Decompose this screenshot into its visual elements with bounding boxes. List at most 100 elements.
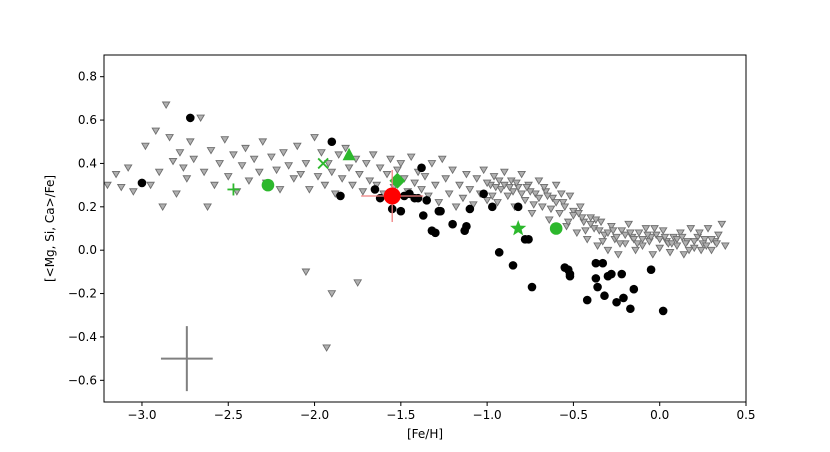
data-point: [534, 194, 544, 203]
data-point: [111, 170, 121, 179]
data-point: [707, 246, 716, 255]
data-point: [625, 229, 635, 237]
data-point: [289, 175, 299, 183]
data-point: [284, 162, 294, 170]
data-point: [565, 192, 575, 201]
data-point: [301, 268, 311, 277]
data-point: [703, 225, 713, 233]
data-point: [512, 179, 521, 188]
data-point: [594, 227, 604, 235]
data-point: [494, 248, 504, 257]
data-point: [431, 228, 440, 238]
data-point: [717, 220, 727, 229]
data-point: [258, 138, 268, 146]
data-point: [529, 201, 539, 209]
data-point: [462, 222, 471, 231]
data-point: [581, 227, 590, 235]
data-point: [591, 274, 601, 283]
data-point: [607, 223, 616, 231]
data-point: [603, 229, 613, 237]
data-point: [434, 199, 444, 207]
data-point: [546, 205, 556, 214]
data-point: [348, 181, 357, 190]
data-point: [422, 196, 432, 205]
data-point: [185, 113, 195, 123]
data-point: [465, 204, 475, 214]
data-point: [406, 153, 416, 162]
data-point: [104, 181, 112, 190]
data-point: [638, 236, 647, 244]
data-point: [648, 251, 658, 259]
data-point: [479, 189, 488, 199]
data-point: [154, 168, 164, 177]
data-point: [531, 190, 540, 198]
data-point: [596, 218, 606, 227]
y-tick-label: −0.2: [68, 287, 97, 301]
data-point: [549, 222, 563, 235]
data-point: [342, 147, 356, 161]
data-point: [555, 209, 564, 218]
data-point: [468, 201, 478, 209]
data-point: [517, 170, 527, 179]
data-point: [128, 188, 138, 196]
data-point: [572, 229, 582, 237]
data-point: [522, 183, 532, 192]
x-tick-label: −3.0: [127, 408, 156, 422]
data-point: [643, 231, 653, 240]
data-point: [151, 127, 161, 136]
data-point: [182, 175, 192, 183]
data-point: [158, 203, 168, 211]
data-point: [313, 173, 323, 181]
data-point: [539, 183, 549, 192]
data-point: [410, 179, 420, 188]
data-point: [223, 173, 233, 181]
data-point: [165, 134, 174, 142]
data-point: [658, 227, 668, 235]
data-point: [336, 191, 345, 201]
x-tick-label: 0.5: [736, 408, 755, 422]
data-point: [700, 236, 709, 244]
x-tick-label: −1.5: [386, 408, 415, 422]
x-tick-label: 0.0: [650, 408, 669, 422]
data-point: [638, 242, 647, 250]
data-point: [386, 155, 395, 164]
data-point: [575, 203, 585, 211]
plot-frame: [103, 54, 747, 403]
data-point: [707, 236, 716, 244]
data-point: [689, 238, 699, 246]
data-point: [275, 186, 285, 194]
data-point: [249, 155, 259, 164]
data-point: [365, 177, 375, 185]
data-point: [551, 181, 561, 190]
data-point: [517, 190, 527, 198]
data-point: [317, 157, 329, 170]
data-point: [479, 166, 489, 175]
data-point: [413, 193, 423, 203]
data-point: [496, 186, 506, 194]
x-axis-label: [Fe/H]: [407, 427, 443, 441]
data-point: [327, 290, 337, 298]
data-point: [626, 304, 635, 314]
data-point: [508, 261, 518, 270]
data-point: [261, 178, 275, 192]
x-tick-label: −2.5: [214, 408, 243, 422]
data-point: [310, 134, 319, 142]
data-point: [677, 233, 687, 242]
x-tick-label: −2.0: [300, 408, 329, 422]
data-point: [712, 240, 722, 248]
data-point: [448, 166, 457, 175]
data-point: [600, 291, 609, 301]
data-point: [179, 164, 188, 172]
data-point: [681, 240, 690, 248]
y-tick-label: 0.0: [78, 243, 97, 257]
data-point: [577, 214, 587, 222]
data-point: [337, 175, 347, 183]
data-point: [462, 170, 471, 179]
data-point: [510, 220, 527, 236]
data-point: [244, 177, 254, 185]
data-point: [658, 306, 668, 316]
data-point: [551, 199, 561, 207]
data-point: [389, 172, 406, 189]
data-point: [353, 279, 363, 287]
data-point: [196, 114, 206, 123]
